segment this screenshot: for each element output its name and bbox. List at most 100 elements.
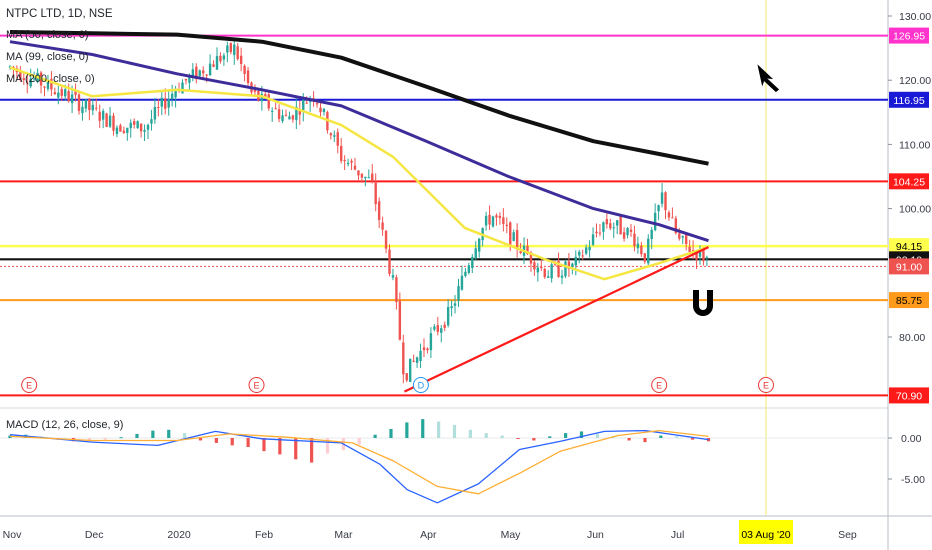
candle-body (271, 110, 274, 112)
candle-body (629, 229, 633, 232)
macd-histogram-bar (230, 438, 234, 446)
candle-body (381, 222, 384, 230)
symbol-title: NTPC LTD, 1D, NSE (6, 8, 113, 20)
candle-body (543, 268, 546, 278)
event-marker-d[interactable]: D (412, 377, 429, 393)
candle-body (688, 246, 691, 252)
candle-body (547, 276, 550, 278)
price-badge-label: 116.95 (893, 95, 924, 107)
candle-body (464, 271, 467, 276)
candle-body (584, 247, 588, 254)
candle-body (229, 43, 232, 53)
signal-line (9, 429, 709, 495)
candle-body (609, 223, 612, 229)
event-marker-label: E (763, 381, 769, 391)
event-marker-e[interactable]: E (248, 377, 265, 393)
candle-body (329, 133, 333, 136)
support-trendline[interactable] (403, 246, 709, 393)
candle-body (164, 98, 167, 109)
candle-body (208, 63, 212, 76)
candle-body (574, 256, 577, 266)
candle-body (188, 75, 191, 83)
candle-body (302, 98, 305, 113)
candle-body (650, 229, 653, 239)
macd-histogram-bar (151, 430, 155, 438)
candle-body (143, 129, 146, 132)
event-marker-e[interactable]: E (651, 377, 668, 393)
candle-body (146, 124, 150, 130)
candle-body (626, 228, 629, 236)
series-ma99 (9, 40, 709, 243)
macd-histogram-bar (167, 429, 171, 438)
candle-body (533, 262, 536, 270)
macd-histogram-bar (278, 438, 282, 455)
candle-body (536, 267, 540, 273)
candle-body (322, 108, 326, 113)
candle-body (64, 89, 67, 97)
candle-body (685, 233, 688, 245)
candle-body (202, 70, 205, 74)
candle-body (219, 55, 222, 62)
candle-body (174, 90, 177, 98)
candle-body (91, 104, 94, 111)
ma200-legend: MA (200, close, 0) (6, 73, 95, 85)
price-badge-85-75: 85.75 (889, 292, 929, 309)
candle-body (181, 82, 184, 94)
macd-histogram-bar (659, 435, 663, 438)
candle-body (267, 94, 270, 109)
price-badge-label: 70.90 (896, 390, 922, 402)
candle-body (567, 261, 571, 270)
candle-body (95, 107, 98, 109)
candle-body (246, 70, 250, 84)
candle-body (160, 97, 163, 107)
series-ma200 (9, 30, 709, 166)
candle-body (681, 236, 684, 238)
price-badge-91-00: 91.00 (889, 258, 929, 275)
candle-body (212, 64, 215, 67)
candle-body (150, 119, 153, 124)
candle-body (571, 263, 574, 267)
candle-body (643, 253, 646, 262)
candle-body (595, 231, 598, 234)
time-tick-label: Sep (838, 529, 857, 541)
candle-body (277, 109, 281, 120)
macd-histogram-bar (468, 429, 472, 438)
candle-body (474, 248, 477, 259)
candle-body (184, 78, 188, 81)
candle-body (336, 132, 339, 146)
candle-body (170, 93, 174, 100)
candle-body (288, 116, 291, 120)
price-badge-label: 85.75 (896, 295, 922, 307)
candle-body (384, 230, 388, 249)
candle-body (598, 232, 602, 234)
candle-body (564, 261, 567, 277)
candle-body (274, 108, 277, 110)
candle-body (119, 125, 122, 132)
candle-body (633, 233, 636, 247)
candle-body (588, 246, 591, 251)
event-marker-e[interactable]: E (758, 377, 774, 393)
macd-histogram-bar (262, 438, 266, 452)
time-tick-label: Dec (85, 529, 104, 541)
price-badge-104-25: 104.25 (889, 173, 929, 190)
candle-body (491, 216, 495, 227)
macd-histogram-bar (103, 438, 107, 440)
candle-body (264, 94, 267, 98)
candle-body (578, 251, 581, 256)
candle-body (509, 222, 512, 245)
macd-pane (0, 419, 888, 504)
candle-body (353, 165, 357, 170)
candle-body (695, 250, 698, 260)
cursor-arrow-icon (757, 64, 780, 93)
candle-body (32, 78, 36, 80)
candle-body (515, 230, 519, 249)
event-marker-e[interactable]: E (21, 377, 38, 393)
candle-body (108, 115, 112, 127)
candle-body (426, 348, 429, 351)
candle-body (284, 114, 288, 116)
macd-histogram-bar (135, 433, 139, 438)
candle-body (550, 264, 553, 279)
candle-body (139, 123, 143, 132)
candle-body (346, 162, 350, 165)
